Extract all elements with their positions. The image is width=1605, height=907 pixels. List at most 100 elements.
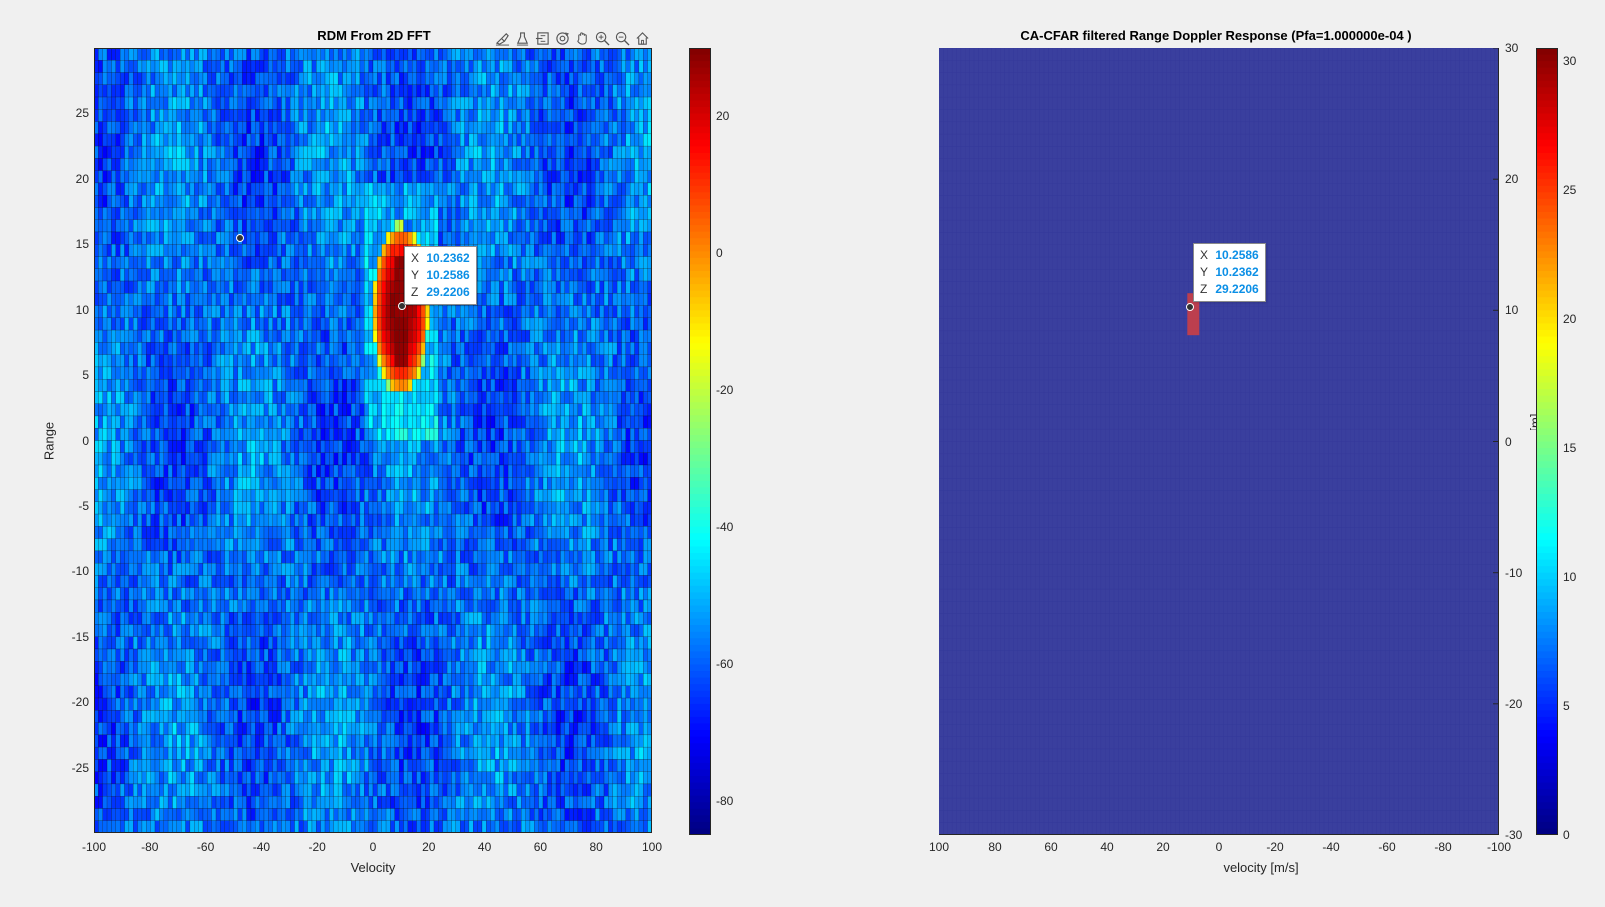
heatmap-cell <box>228 145 234 159</box>
heatmap-cell <box>372 501 378 515</box>
heatmap-cell <box>568 109 574 122</box>
heatmap-cell <box>490 170 496 184</box>
heatmap-cell <box>473 158 478 171</box>
heatmap-cell <box>228 305 234 319</box>
heatmap-cell <box>568 48 574 61</box>
heatmap-cell <box>630 244 635 257</box>
heatmap-cell <box>194 501 199 515</box>
heatmap-cell <box>181 280 186 294</box>
heatmap-cell <box>603 378 609 392</box>
heatmap-cell <box>259 378 265 392</box>
heatmap-cell <box>560 121 565 135</box>
home-icon[interactable] <box>633 29 651 47</box>
heatmap-cell <box>595 158 600 171</box>
heatmap-cell <box>307 513 313 527</box>
heatmap-cell <box>599 428 605 441</box>
heatmap-cell <box>276 354 282 368</box>
heatmap-cell <box>189 256 195 269</box>
heatmap-cell <box>111 305 116 319</box>
heatmap-cell <box>150 342 156 355</box>
heatmap-cell <box>115 452 121 466</box>
heatmap-cell <box>590 329 596 343</box>
heatmap-cell <box>119 378 125 392</box>
pan-select-icon[interactable] <box>533 29 551 47</box>
heatmap-cell <box>207 219 212 233</box>
zoom-in-icon[interactable] <box>593 29 611 47</box>
heatmap-cell <box>577 293 583 306</box>
heatmap-cell <box>259 268 265 282</box>
heatmap-cell <box>228 60 234 73</box>
heatmap-cell <box>446 305 452 319</box>
heatmap-cell <box>246 182 252 196</box>
heatmap-cell <box>159 96 164 110</box>
heatmap-cell <box>115 231 121 245</box>
heatmap-cell <box>342 84 348 98</box>
heatmap-cell <box>403 195 409 208</box>
heatmap-cell <box>481 195 487 208</box>
heatmap-cell <box>316 452 321 466</box>
brush-icon[interactable] <box>493 29 511 47</box>
heatmap-cell <box>394 513 400 527</box>
heatmap-cell <box>106 513 112 527</box>
pan-hand-icon[interactable] <box>573 29 591 47</box>
heatmap-cell <box>163 415 169 429</box>
heatmap-cell <box>181 244 186 257</box>
heatmap-cell <box>429 501 435 515</box>
heatmap-cell <box>385 182 391 196</box>
data-tips-icon[interactable] <box>513 29 531 47</box>
heatmap-cell <box>346 121 352 135</box>
heatmap-cell <box>494 428 500 441</box>
rdm-heatmap[interactable] <box>94 48 652 833</box>
heatmap-cell <box>590 452 596 466</box>
heatmap-cell <box>577 182 583 196</box>
heatmap-cell <box>242 84 247 98</box>
heatmap-cell <box>194 464 199 478</box>
heatmap-cell <box>351 329 356 343</box>
heatmap-cell <box>364 268 369 282</box>
heatmap-cell <box>303 415 308 429</box>
heatmap-cell <box>133 109 138 122</box>
heatmap-cell <box>98 182 103 196</box>
heatmap-cell <box>128 219 134 233</box>
heatmap-cell <box>220 170 225 184</box>
heatmap-cell <box>643 501 648 515</box>
heatmap-cell <box>534 48 539 61</box>
heatmap-cell <box>259 513 265 527</box>
heatmap-cell <box>507 231 513 245</box>
heatmap-cell <box>285 378 291 392</box>
heatmap-cell <box>181 72 186 85</box>
heatmap-cell <box>111 464 116 478</box>
heatmap-cell <box>333 317 339 331</box>
heatmap-cell <box>250 464 256 478</box>
rotate-icon[interactable] <box>553 29 571 47</box>
heatmap-cell <box>612 477 618 490</box>
heatmap-cell <box>298 378 304 392</box>
heatmap-cell <box>364 244 369 257</box>
heatmap-cell <box>599 244 605 257</box>
zoom-out-icon[interactable] <box>613 29 631 47</box>
heatmap-cell <box>268 72 273 85</box>
heatmap-cell <box>124 452 130 466</box>
heatmap-cell <box>542 391 548 404</box>
heatmap-cell <box>464 354 470 368</box>
heatmap-cell <box>599 415 605 429</box>
heatmap-cell <box>372 231 378 245</box>
heatmap-cell <box>446 452 452 466</box>
heatmap-cell <box>568 170 574 184</box>
heatmap-cell <box>438 231 443 245</box>
heatmap-cell <box>337 170 343 184</box>
heatmap-cell <box>521 403 526 417</box>
heatmap-cell <box>582 48 587 61</box>
heatmap-cell <box>468 513 474 527</box>
heatmap-cell <box>259 145 265 159</box>
heatmap-cell <box>499 72 504 85</box>
heatmap-cell <box>368 378 374 392</box>
heatmap-cell <box>494 305 500 319</box>
heatmap-cell <box>220 72 225 85</box>
heatmap-cell <box>185 96 191 110</box>
heatmap-cell <box>542 231 548 245</box>
heatmap-cell <box>224 317 230 331</box>
heatmap-cell <box>128 72 134 85</box>
heatmap-cell <box>429 48 435 61</box>
heatmap-cell <box>368 182 374 196</box>
